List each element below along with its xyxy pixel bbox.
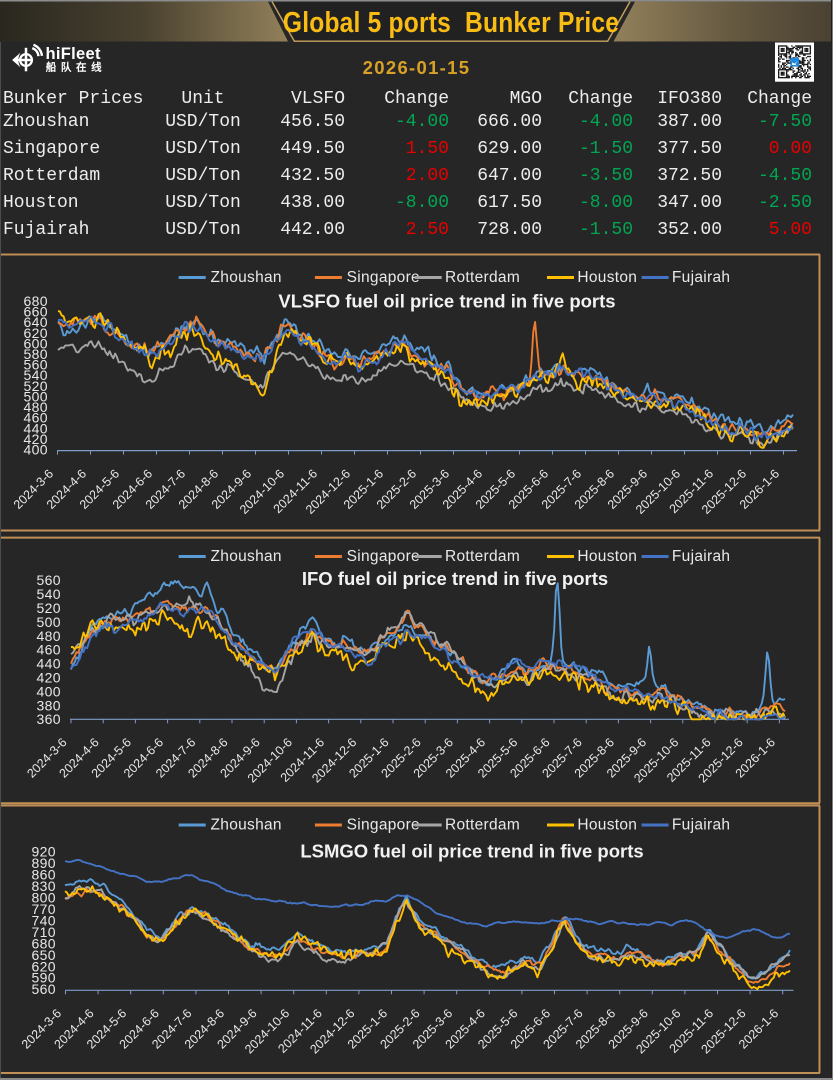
svg-text:520: 520	[23, 378, 48, 394]
svg-text:400: 400	[23, 442, 48, 458]
svg-text:Global 5 ports Bunker Price: Global 5 ports Bunker Price	[283, 6, 619, 38]
svg-text:420: 420	[36, 670, 61, 686]
svg-text:360: 360	[36, 711, 61, 727]
svg-text:480: 480	[23, 399, 48, 415]
svg-text:620: 620	[31, 958, 56, 974]
svg-text:680: 680	[23, 293, 48, 309]
svg-text:Houston: Houston	[577, 548, 637, 565]
svg-text:Singapore: Singapore	[347, 817, 420, 834]
svg-text:640: 640	[23, 314, 48, 330]
svg-text:920: 920	[31, 844, 56, 860]
svg-text:VLSFO fuel oil price trend in: VLSFO fuel oil price trend in five ports	[278, 291, 615, 312]
svg-text:500: 500	[23, 389, 48, 405]
svg-text:480: 480	[36, 628, 61, 644]
svg-text:440: 440	[36, 656, 61, 672]
svg-text:830: 830	[31, 878, 56, 894]
svg-text:LSMGO fuel oil price trend in: LSMGO fuel oil price trend in five ports	[300, 841, 643, 862]
svg-text:IFO fuel oil price trend in fi: IFO fuel oil price trend in five ports	[302, 568, 608, 589]
svg-text:560: 560	[23, 357, 48, 373]
svg-text:Rotterdam: Rotterdam	[445, 817, 520, 834]
svg-text:Rotterdam: Rotterdam	[445, 269, 520, 286]
svg-text:560: 560	[31, 981, 56, 997]
svg-text:Houston: Houston	[577, 817, 637, 834]
svg-text:540: 540	[23, 367, 48, 383]
svg-text:680: 680	[31, 935, 56, 951]
svg-text:Zhoushan: Zhoushan	[211, 269, 282, 286]
svg-text:650: 650	[31, 947, 56, 963]
svg-text:船队在线: 船队在线	[46, 61, 106, 74]
svg-text:620: 620	[23, 325, 48, 341]
svg-text:Singapore: Singapore	[347, 548, 420, 565]
svg-text:400: 400	[36, 683, 61, 699]
svg-text:hiFleet: hiFleet	[46, 45, 101, 63]
svg-text:460: 460	[23, 410, 48, 426]
svg-text:710: 710	[31, 924, 56, 940]
svg-text:560: 560	[36, 572, 61, 588]
svg-text:520: 520	[36, 600, 61, 616]
svg-text:740: 740	[31, 912, 56, 928]
svg-text:380: 380	[36, 697, 61, 713]
svg-text:Rotterdam: Rotterdam	[445, 548, 520, 565]
svg-text:420: 420	[23, 431, 48, 447]
svg-text:Houston: Houston	[577, 269, 637, 286]
svg-text:660: 660	[23, 304, 48, 320]
svg-text:890: 890	[31, 855, 56, 871]
svg-text:770: 770	[31, 901, 56, 917]
svg-text:500: 500	[36, 614, 61, 630]
svg-text:Fujairah: Fujairah	[672, 269, 730, 286]
svg-text:460: 460	[36, 642, 61, 658]
svg-text:Zhoushan: Zhoushan	[211, 548, 282, 565]
svg-text:440: 440	[23, 420, 48, 436]
svg-text:800: 800	[31, 890, 56, 906]
svg-text:Fujairah: Fujairah	[672, 817, 730, 834]
svg-text:540: 540	[36, 586, 61, 602]
svg-text:Zhoushan: Zhoushan	[211, 817, 282, 834]
svg-text:Fujairah: Fujairah	[672, 548, 730, 565]
svg-text:600: 600	[23, 335, 48, 351]
svg-text:860: 860	[31, 867, 56, 883]
svg-text:580: 580	[23, 346, 48, 362]
svg-text:590: 590	[31, 970, 56, 986]
svg-text:Singapore: Singapore	[347, 269, 420, 286]
